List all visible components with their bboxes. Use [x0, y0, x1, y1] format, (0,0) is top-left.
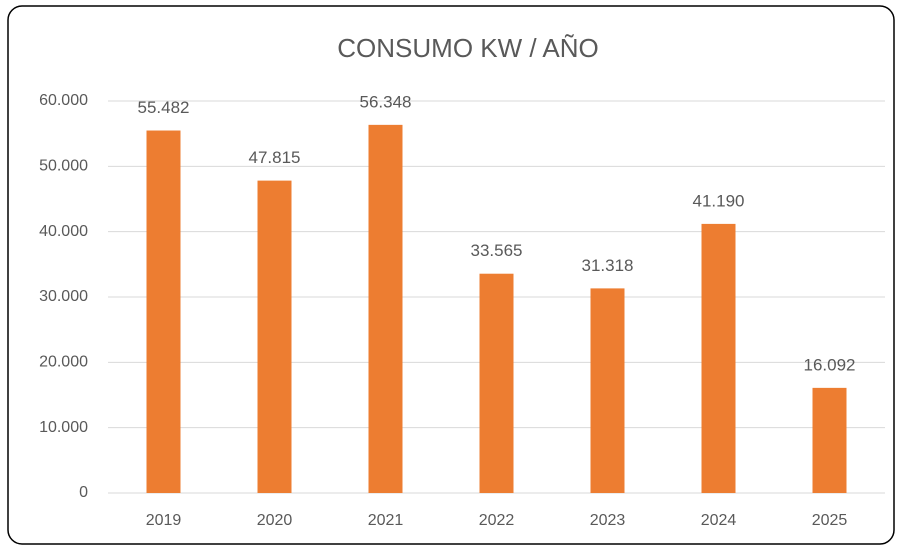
data-label: 55.482 — [138, 98, 190, 117]
bar — [368, 124, 403, 493]
y-tick-label: 10.000 — [39, 419, 88, 436]
chart-title: CONSUMO KW / AÑO — [337, 33, 598, 63]
x-tick-label: 2021 — [368, 512, 404, 529]
y-tick-label: 60.000 — [39, 92, 88, 109]
x-tick-label: 2023 — [590, 512, 626, 529]
data-label: 47.815 — [249, 148, 301, 167]
y-tick-label: 30.000 — [39, 288, 88, 305]
x-tick-label: 2024 — [701, 512, 737, 529]
data-label: 31.318 — [582, 256, 634, 275]
data-label: 33.565 — [471, 241, 523, 260]
y-tick-label: 50.000 — [39, 158, 88, 175]
y-tick-label: 0 — [79, 484, 88, 501]
y-tick-label: 40.000 — [39, 223, 88, 240]
y-tick-label: 20.000 — [39, 354, 88, 371]
bar — [479, 273, 514, 493]
bar — [146, 130, 181, 494]
bar — [812, 387, 847, 493]
x-tick-label: 2019 — [146, 512, 182, 529]
bar — [701, 223, 736, 493]
bar — [257, 180, 292, 493]
chart-border — [7, 5, 895, 545]
x-tick-label: 2025 — [812, 512, 848, 529]
x-tick-label: 2022 — [479, 512, 515, 529]
data-label: 16.092 — [804, 355, 856, 374]
x-tick-label: 2020 — [257, 512, 293, 529]
data-label: 56.348 — [360, 92, 412, 111]
bar — [590, 288, 625, 493]
data-label: 41.190 — [693, 191, 745, 210]
